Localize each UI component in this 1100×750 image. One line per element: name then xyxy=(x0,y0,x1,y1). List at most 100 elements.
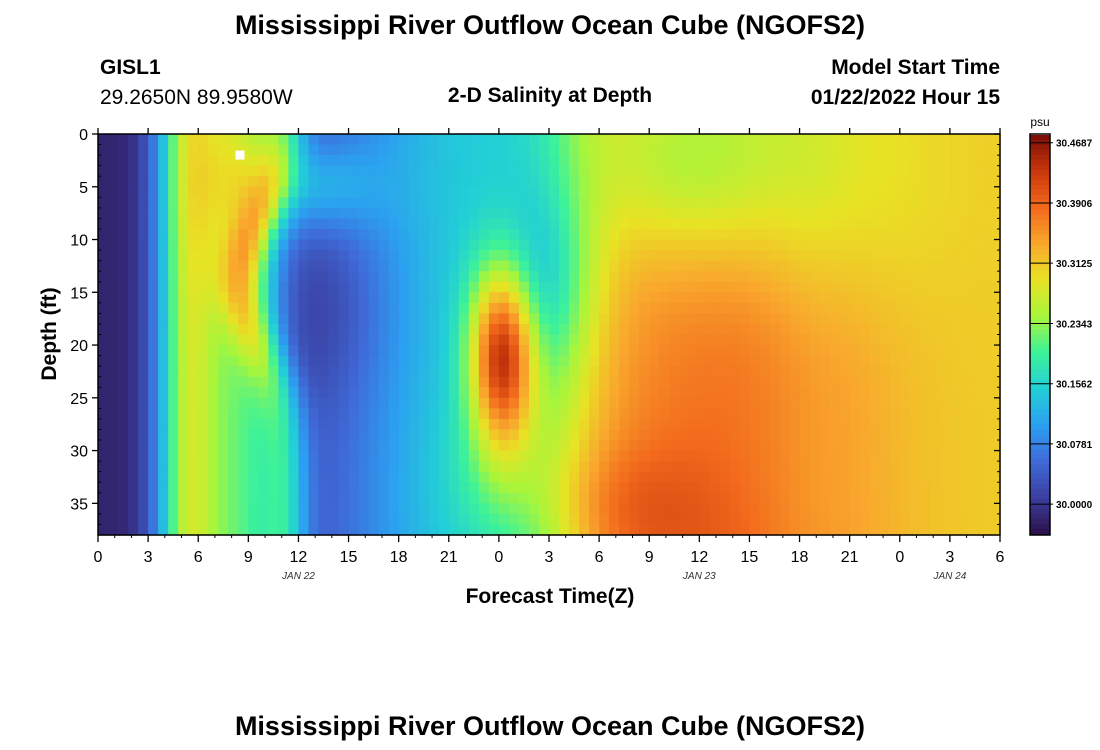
heatmap-cell xyxy=(829,513,841,526)
heatmap-cell xyxy=(328,471,340,483)
heatmap-cell xyxy=(478,292,490,304)
heatmap-cell xyxy=(228,260,239,272)
colorbar-band xyxy=(1030,519,1050,525)
heatmap-cell xyxy=(589,271,600,283)
heatmap-cell xyxy=(408,228,420,241)
heatmap-cell xyxy=(599,134,610,146)
heatmap-cell xyxy=(408,313,420,325)
heatmap-cell xyxy=(719,429,730,441)
heatmap-cell xyxy=(258,292,269,304)
heatmap-cell xyxy=(719,197,730,209)
heatmap-cell xyxy=(358,397,370,409)
heatmap-cell xyxy=(889,397,901,409)
heatmap-cell xyxy=(849,513,861,526)
heatmap-cell xyxy=(238,176,249,188)
heatmap-cell xyxy=(929,313,941,325)
heatmap-cell xyxy=(198,323,209,336)
heatmap-cell xyxy=(518,186,530,198)
heatmap-cell xyxy=(528,440,540,452)
heatmap-cell xyxy=(589,524,600,536)
heatmap-cell xyxy=(619,524,630,536)
heatmap-cell xyxy=(328,176,340,188)
heatmap-cell xyxy=(258,524,269,536)
heatmap-cell xyxy=(488,345,500,357)
heatmap-cell xyxy=(238,366,249,378)
heatmap-cell xyxy=(989,176,1001,188)
heatmap-cell xyxy=(669,492,680,504)
heatmap-cell xyxy=(919,450,931,462)
heatmap-cell xyxy=(779,292,791,304)
heatmap-cell xyxy=(288,323,300,336)
heatmap-cell xyxy=(589,313,600,325)
heatmap-cell xyxy=(839,292,851,304)
colorbar-tick-label: 30.0000 xyxy=(1056,500,1093,511)
heatmap-cell xyxy=(799,355,811,367)
heatmap-cell xyxy=(739,376,751,388)
heatmap-cell xyxy=(348,482,360,494)
heatmap-cell xyxy=(368,197,380,209)
heatmap-cell xyxy=(508,408,520,420)
heatmap-cell xyxy=(809,345,821,357)
heatmap-cell xyxy=(228,418,239,431)
heatmap-cell xyxy=(619,207,630,220)
heatmap-cell xyxy=(849,345,861,357)
heatmap-cell xyxy=(208,134,219,146)
heatmap-cell xyxy=(829,366,841,378)
heatmap-cell xyxy=(699,186,710,198)
heatmap-cell xyxy=(458,387,470,399)
heatmap-cell xyxy=(118,228,129,241)
heatmap-cell xyxy=(408,281,420,293)
heatmap-cell xyxy=(549,281,560,293)
heatmap-cell xyxy=(549,513,560,526)
heatmap-cell xyxy=(899,260,911,272)
heatmap-cell xyxy=(919,503,931,515)
heatmap-cell xyxy=(679,345,690,357)
heatmap-cell xyxy=(859,260,871,272)
heatmap-cell xyxy=(128,503,139,515)
heatmap-cell xyxy=(649,513,660,526)
heatmap-cell xyxy=(148,271,159,283)
heatmap-cell xyxy=(679,197,690,209)
heatmap-cell xyxy=(859,492,871,504)
heatmap-cell xyxy=(619,376,630,388)
heatmap-cell xyxy=(609,366,620,378)
heatmap-cell xyxy=(208,197,219,209)
heatmap-cell xyxy=(759,334,771,346)
heatmap-cell xyxy=(348,302,360,314)
heatmap-cell xyxy=(719,218,730,230)
heatmap-cell xyxy=(538,207,550,220)
heatmap-cell xyxy=(418,155,430,167)
heatmap-cell xyxy=(418,313,430,325)
heatmap-cell xyxy=(969,345,981,357)
heatmap-cell xyxy=(669,366,680,378)
heatmap-cell xyxy=(168,408,179,420)
heatmap-cell xyxy=(809,355,821,367)
heatmap-cell xyxy=(438,376,450,388)
heatmap-cell xyxy=(158,144,169,156)
heatmap-cell xyxy=(629,144,640,156)
heatmap-cell xyxy=(549,197,560,209)
heatmap-cell xyxy=(659,165,670,177)
heatmap-cell xyxy=(749,134,761,146)
heatmap-cell xyxy=(158,440,169,452)
heatmap-cell xyxy=(188,492,199,504)
heatmap-cell xyxy=(378,376,390,388)
heatmap-cell xyxy=(959,513,971,526)
heatmap-cell xyxy=(478,197,490,209)
heatmap-cell xyxy=(168,218,179,230)
heatmap-cell xyxy=(919,345,931,357)
heatmap-cell xyxy=(739,134,751,146)
heatmap-cell xyxy=(749,271,761,283)
heatmap-cell xyxy=(158,313,169,325)
heatmap-cell xyxy=(408,271,420,283)
heatmap-cell xyxy=(518,250,530,262)
heatmap-cell xyxy=(719,292,730,304)
heatmap-cell xyxy=(689,186,700,198)
colorbar-band xyxy=(1030,249,1050,256)
heatmap-cell xyxy=(278,165,290,177)
heatmap-cell xyxy=(538,334,550,346)
heatmap-cell xyxy=(488,376,500,388)
heatmap-cell xyxy=(208,228,219,241)
heatmap-cell xyxy=(969,250,981,262)
heatmap-cell xyxy=(318,418,330,431)
